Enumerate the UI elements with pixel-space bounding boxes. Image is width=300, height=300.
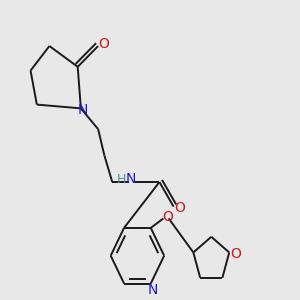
Text: O: O [98,37,109,51]
Text: O: O [230,248,241,261]
Text: N: N [126,172,136,186]
Text: N: N [147,283,158,297]
Text: O: O [174,202,185,215]
Text: O: O [163,210,173,224]
Text: H: H [117,172,126,185]
Text: N: N [77,103,88,117]
